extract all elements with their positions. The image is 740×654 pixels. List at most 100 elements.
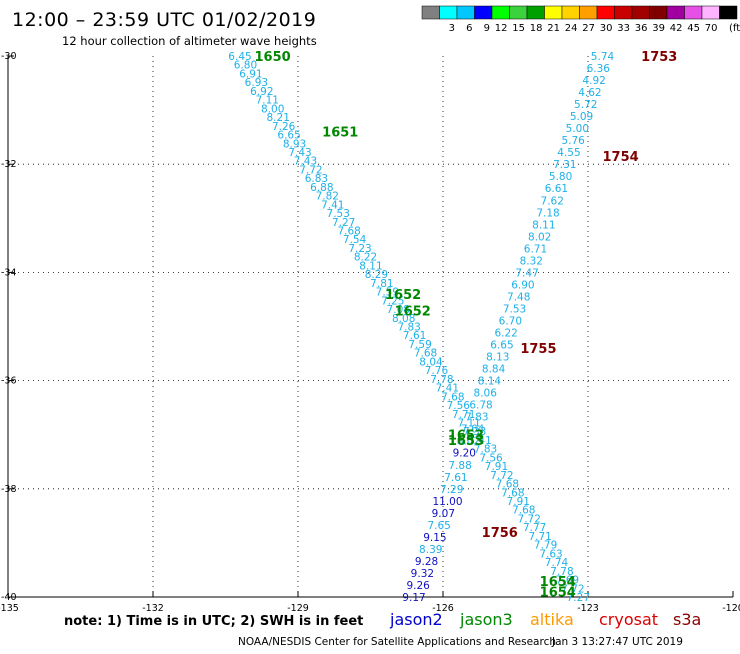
swh-value: 6.83: [305, 173, 328, 185]
swh-value: 11.00: [432, 496, 462, 508]
legend-swatch: [456, 5, 475, 20]
swh-value: 7.72: [561, 583, 584, 595]
swh-value: 7.68: [512, 505, 535, 517]
y-tick-label: -34: [1, 267, 17, 278]
legend-label: 6: [466, 23, 472, 34]
legend-swatch: [509, 5, 528, 20]
time-label: 1652: [395, 304, 431, 319]
swh-value: 4.55: [557, 147, 580, 159]
swh-value: 8.29: [365, 269, 388, 281]
swh-value: 7.68: [441, 391, 464, 403]
satellite-label: cryosat: [599, 610, 658, 629]
swh-value: 7.59: [408, 339, 431, 351]
time-label: 1755: [520, 342, 556, 357]
swh-value: 9.28: [415, 556, 438, 568]
legend-label: 27: [582, 23, 595, 34]
swh-value: 7.47: [515, 267, 538, 279]
swh-value: 8.00: [261, 103, 284, 115]
swh-value: 7.23: [348, 243, 371, 255]
swh-value: 8.02: [457, 436, 480, 448]
swh-value: 7.08: [387, 304, 410, 316]
swh-value: 6.36: [587, 63, 611, 75]
swh-value: 7.54: [343, 234, 367, 246]
satellite-label: altika: [530, 610, 574, 629]
swh-value: 7.53: [327, 208, 350, 220]
x-tick-label: -135: [0, 603, 19, 614]
swh-value: 7.68: [496, 479, 519, 491]
legend-label: 3: [449, 23, 455, 34]
legend-swatch: [474, 5, 493, 20]
swh-value: 7.69: [556, 575, 579, 587]
legend-unit: (ft): [729, 23, 740, 34]
y-tick-label: -38: [1, 484, 17, 495]
swh-value: 6.88: [310, 182, 333, 194]
swh-value: 7.43: [288, 147, 311, 159]
swh-value: 9.32: [411, 568, 434, 580]
time-label: 1651: [322, 126, 358, 141]
swh-value: 7.48: [507, 291, 530, 303]
swh-value: 7.31: [553, 159, 576, 171]
swh-value: 8.84: [482, 364, 506, 376]
satellite-label: jason2: [389, 610, 443, 629]
swh-value: 6.93: [245, 77, 268, 89]
legend-swatch: [596, 5, 615, 20]
legend-swatch: [701, 5, 720, 20]
swh-value: 7.72: [518, 513, 541, 525]
swh-value: 7.53: [503, 303, 526, 315]
swh-value: 7.82: [316, 191, 339, 203]
swh-value: 7.41: [436, 383, 459, 395]
chart-subtitle: 12 hour collection of altimeter wave hei…: [62, 34, 317, 48]
swh-value: 7.61: [403, 330, 426, 342]
swh-value: 7.74: [545, 557, 569, 569]
swh-value: 6.70: [499, 315, 522, 327]
legend-swatch: [614, 5, 633, 20]
swh-value: 6.71: [524, 243, 547, 255]
swh-value: 7.33: [463, 426, 486, 438]
swh-value: 7.71: [528, 531, 551, 543]
x-tick-label: -120: [722, 603, 740, 614]
swh-value: 5.09: [570, 111, 593, 123]
swh-value: 7.27: [332, 217, 355, 229]
swh-value: 5.80: [549, 171, 572, 183]
swh-value: 6.78: [469, 400, 492, 412]
swh-value: 7.61: [444, 472, 467, 484]
swh-value: 6.65: [277, 130, 300, 142]
legend-label: 18: [530, 23, 543, 34]
swh-value: 7.41: [468, 435, 491, 447]
time-label: 1754: [603, 150, 639, 165]
swh-value: 7.11: [256, 95, 279, 107]
swh-value: 7.76: [425, 365, 449, 377]
time-label: 1654: [540, 586, 576, 601]
swh-value: 7.83: [465, 412, 488, 424]
swh-value: 6.45: [228, 51, 251, 63]
swh-value: 7.11: [457, 417, 480, 429]
swh-value: 8.39: [419, 544, 442, 556]
x-tick-label: -132: [142, 603, 164, 614]
swh-value: 7.59: [376, 287, 399, 299]
swh-value: 8.11: [532, 219, 555, 231]
swh-value: 6.22: [494, 328, 517, 340]
swh-value: 7.18: [536, 207, 559, 219]
swh-value: 7.72: [299, 164, 322, 176]
legend-label: 12: [495, 23, 508, 34]
swh-value: 5.00: [566, 123, 589, 135]
legend-label: 39: [652, 23, 665, 34]
swh-value: 7.78: [550, 566, 573, 578]
swh-value: 7.81: [370, 278, 393, 290]
swh-value: 9.17: [402, 592, 425, 604]
swh-value: 7.68: [501, 487, 524, 499]
legend-label: 45: [687, 23, 700, 34]
grid: [8, 56, 733, 597]
swh-value: 8.22: [354, 252, 377, 264]
satellite-label: s3a: [673, 610, 701, 629]
time-label: 1653: [448, 429, 484, 444]
satellite-label: jason3: [459, 610, 513, 629]
swh-value: 5.76: [561, 135, 585, 147]
swh-value: 8.93: [283, 138, 306, 150]
x-tick-label: -129: [287, 603, 309, 614]
swh-value: 7.88: [448, 460, 471, 472]
swh-value: 7.78: [430, 374, 453, 386]
